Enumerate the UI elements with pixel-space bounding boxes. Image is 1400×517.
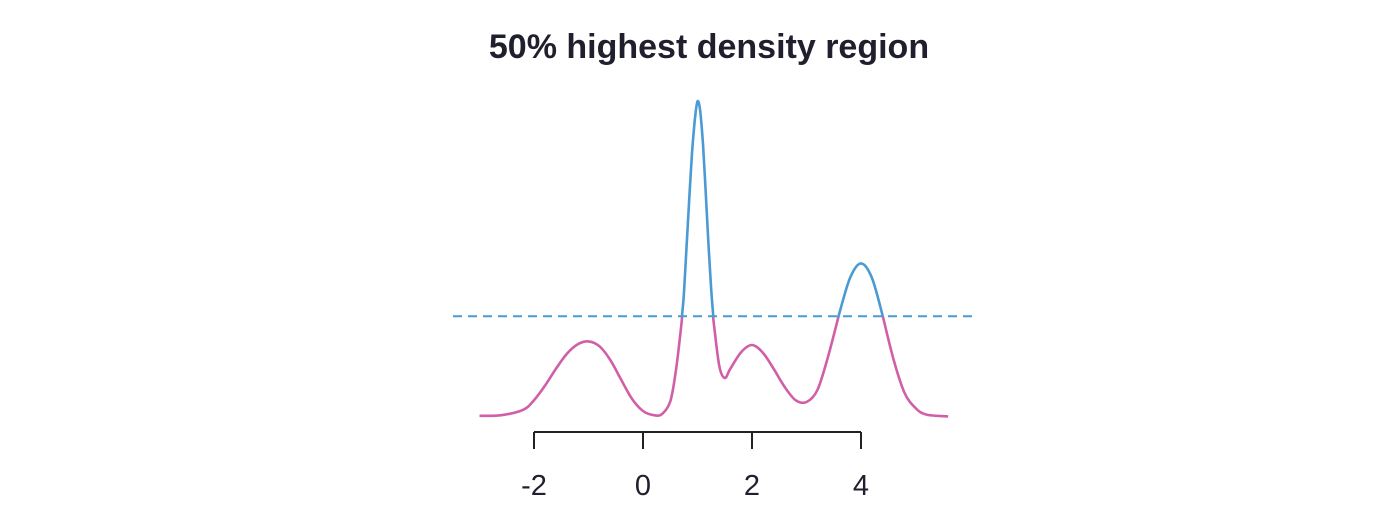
x-tick-label: 0: [635, 470, 651, 502]
x-tick-label: -2: [521, 470, 547, 502]
density-curve-hdr-segment: [680, 99, 715, 317]
density-curve-outside-segment: [479, 316, 684, 418]
plot-area: [453, 99, 972, 418]
x-axis: -2 0 2 4: [521, 431, 869, 502]
x-tick-label: 4: [853, 470, 869, 502]
density-curve-hdr-segment: [836, 262, 885, 319]
chart-title: 50% highest density region: [488, 28, 930, 66]
x-tick-label: 2: [744, 470, 760, 502]
density-curve-outside-segment: [881, 315, 949, 418]
density-curve-outside-segment: [711, 315, 840, 405]
